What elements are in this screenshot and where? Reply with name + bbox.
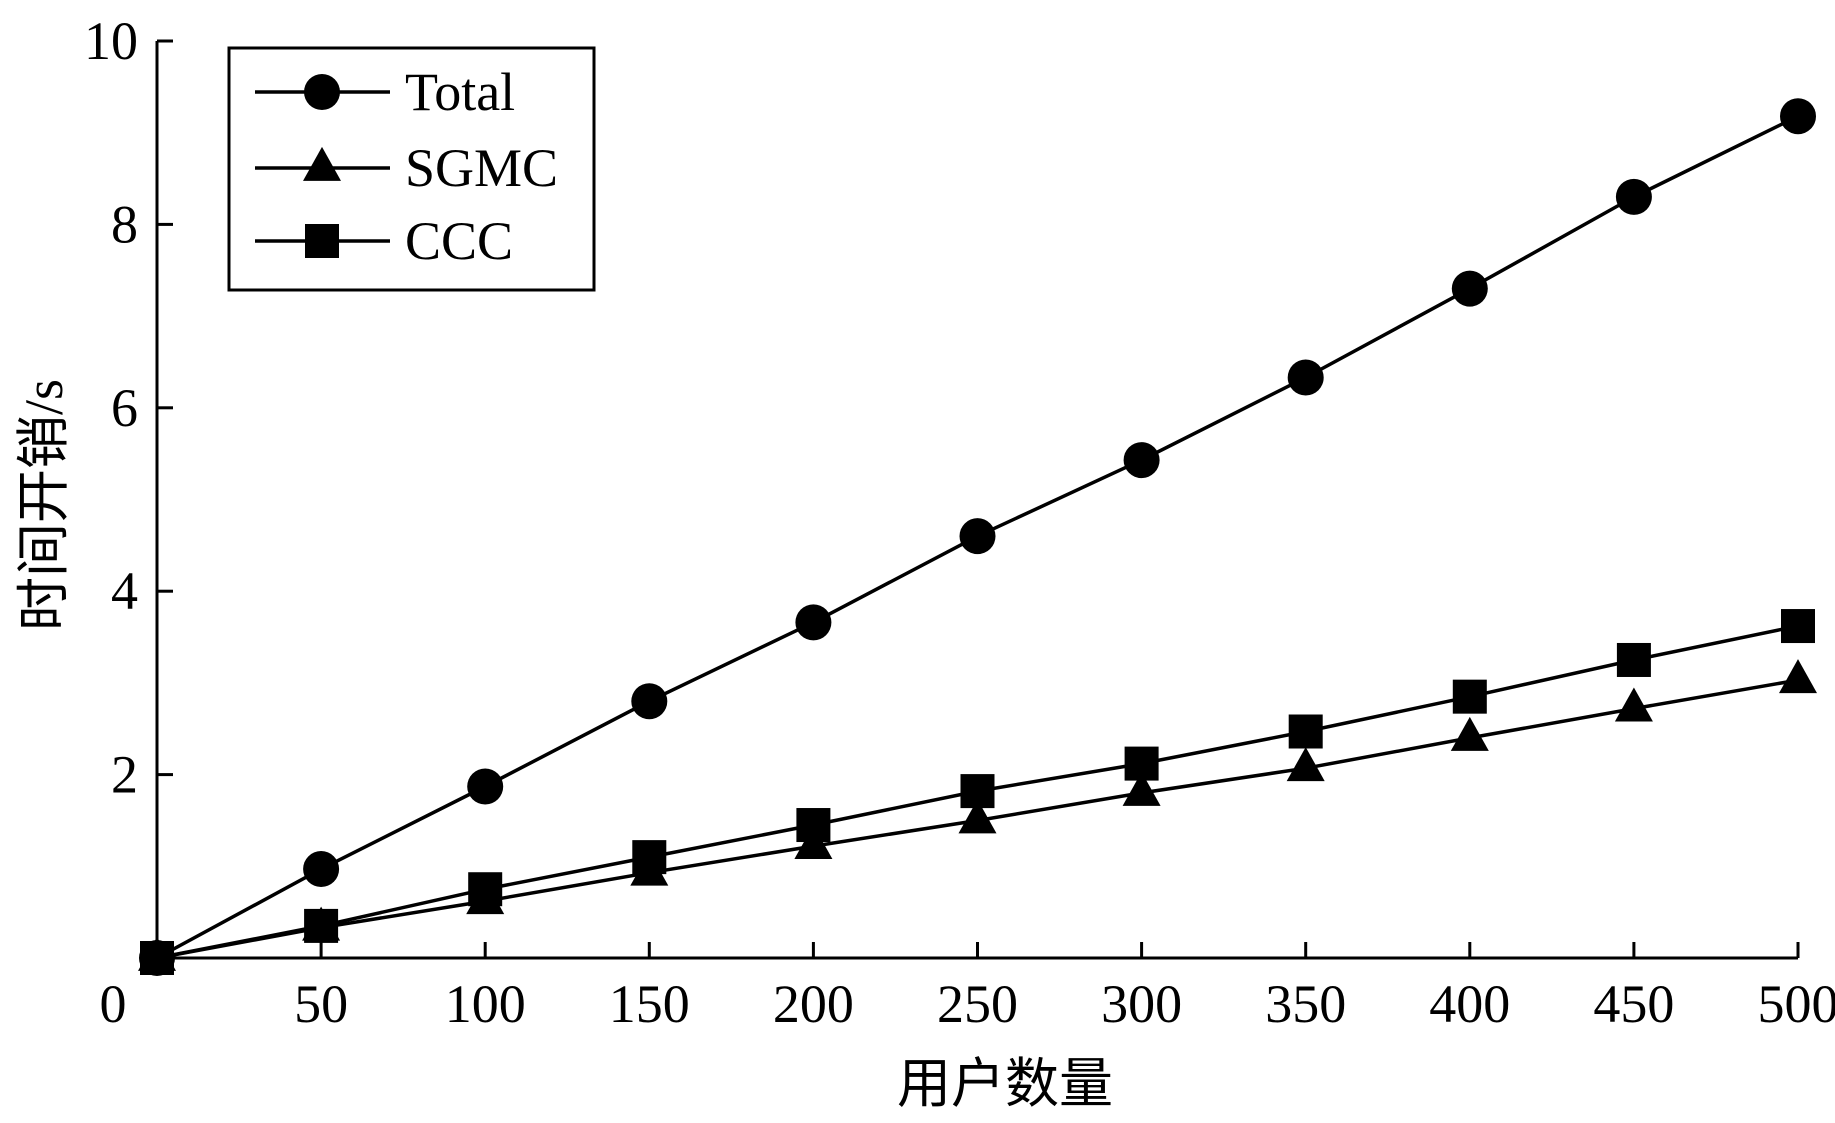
data-point-ccc [1289, 715, 1323, 749]
data-point-total [960, 518, 996, 554]
legend-marker-total [304, 74, 340, 110]
data-point-sgmc [1615, 687, 1653, 721]
data-point-total [1780, 98, 1816, 134]
x-tick-label: 500 [1758, 974, 1835, 1034]
x-tick-label: 0 [100, 974, 127, 1034]
data-point-total [631, 683, 667, 719]
x-tick-label: 300 [1101, 974, 1182, 1034]
legend-label-sgmc: SGMC [405, 138, 558, 198]
data-point-sgmc [1779, 659, 1817, 693]
data-point-ccc [468, 872, 502, 906]
data-point-ccc [304, 909, 338, 943]
data-point-total [467, 769, 503, 805]
data-point-total [1616, 179, 1652, 215]
x-tick-label: 450 [1593, 974, 1674, 1034]
data-point-total [1124, 442, 1160, 478]
data-point-ccc [1453, 680, 1487, 714]
legend-label-ccc: CCC [405, 211, 513, 271]
series-ccc [140, 609, 1815, 975]
legend-marker-ccc [305, 224, 339, 258]
x-tick-label: 200 [773, 974, 854, 1034]
data-point-ccc [796, 808, 830, 842]
series-sgmc [138, 659, 1817, 971]
y-tick-label: 6 [111, 378, 138, 438]
x-tick-label: 150 [609, 974, 690, 1034]
x-tick-label: 350 [1265, 974, 1346, 1034]
x-tick-label: 400 [1429, 974, 1510, 1034]
y-axis-title: 时间开销/s [14, 379, 74, 631]
x-tick-label: 250 [937, 974, 1018, 1034]
data-point-ccc [1125, 747, 1159, 781]
legend: Total SGMC CCC [229, 48, 594, 290]
data-point-ccc [961, 774, 995, 808]
legend-label-total: Total [405, 62, 515, 122]
y-tick-label: 4 [111, 561, 138, 621]
x-tick-label: 50 [294, 974, 348, 1034]
x-axis-title: 用户数量 [897, 1054, 1113, 1114]
data-point-ccc [632, 840, 666, 874]
y-tick-label: 8 [111, 194, 138, 254]
data-point-ccc [1617, 643, 1651, 677]
x-tick-label: 100 [445, 974, 526, 1034]
data-point-total [303, 851, 339, 887]
data-point-total [1288, 360, 1324, 396]
data-point-ccc [1781, 609, 1815, 643]
y-tick-label: 2 [111, 745, 138, 805]
data-point-total [795, 604, 831, 640]
data-point-total [1452, 271, 1488, 307]
data-point-ccc [140, 941, 174, 975]
y-tick-label: 10 [84, 11, 138, 71]
